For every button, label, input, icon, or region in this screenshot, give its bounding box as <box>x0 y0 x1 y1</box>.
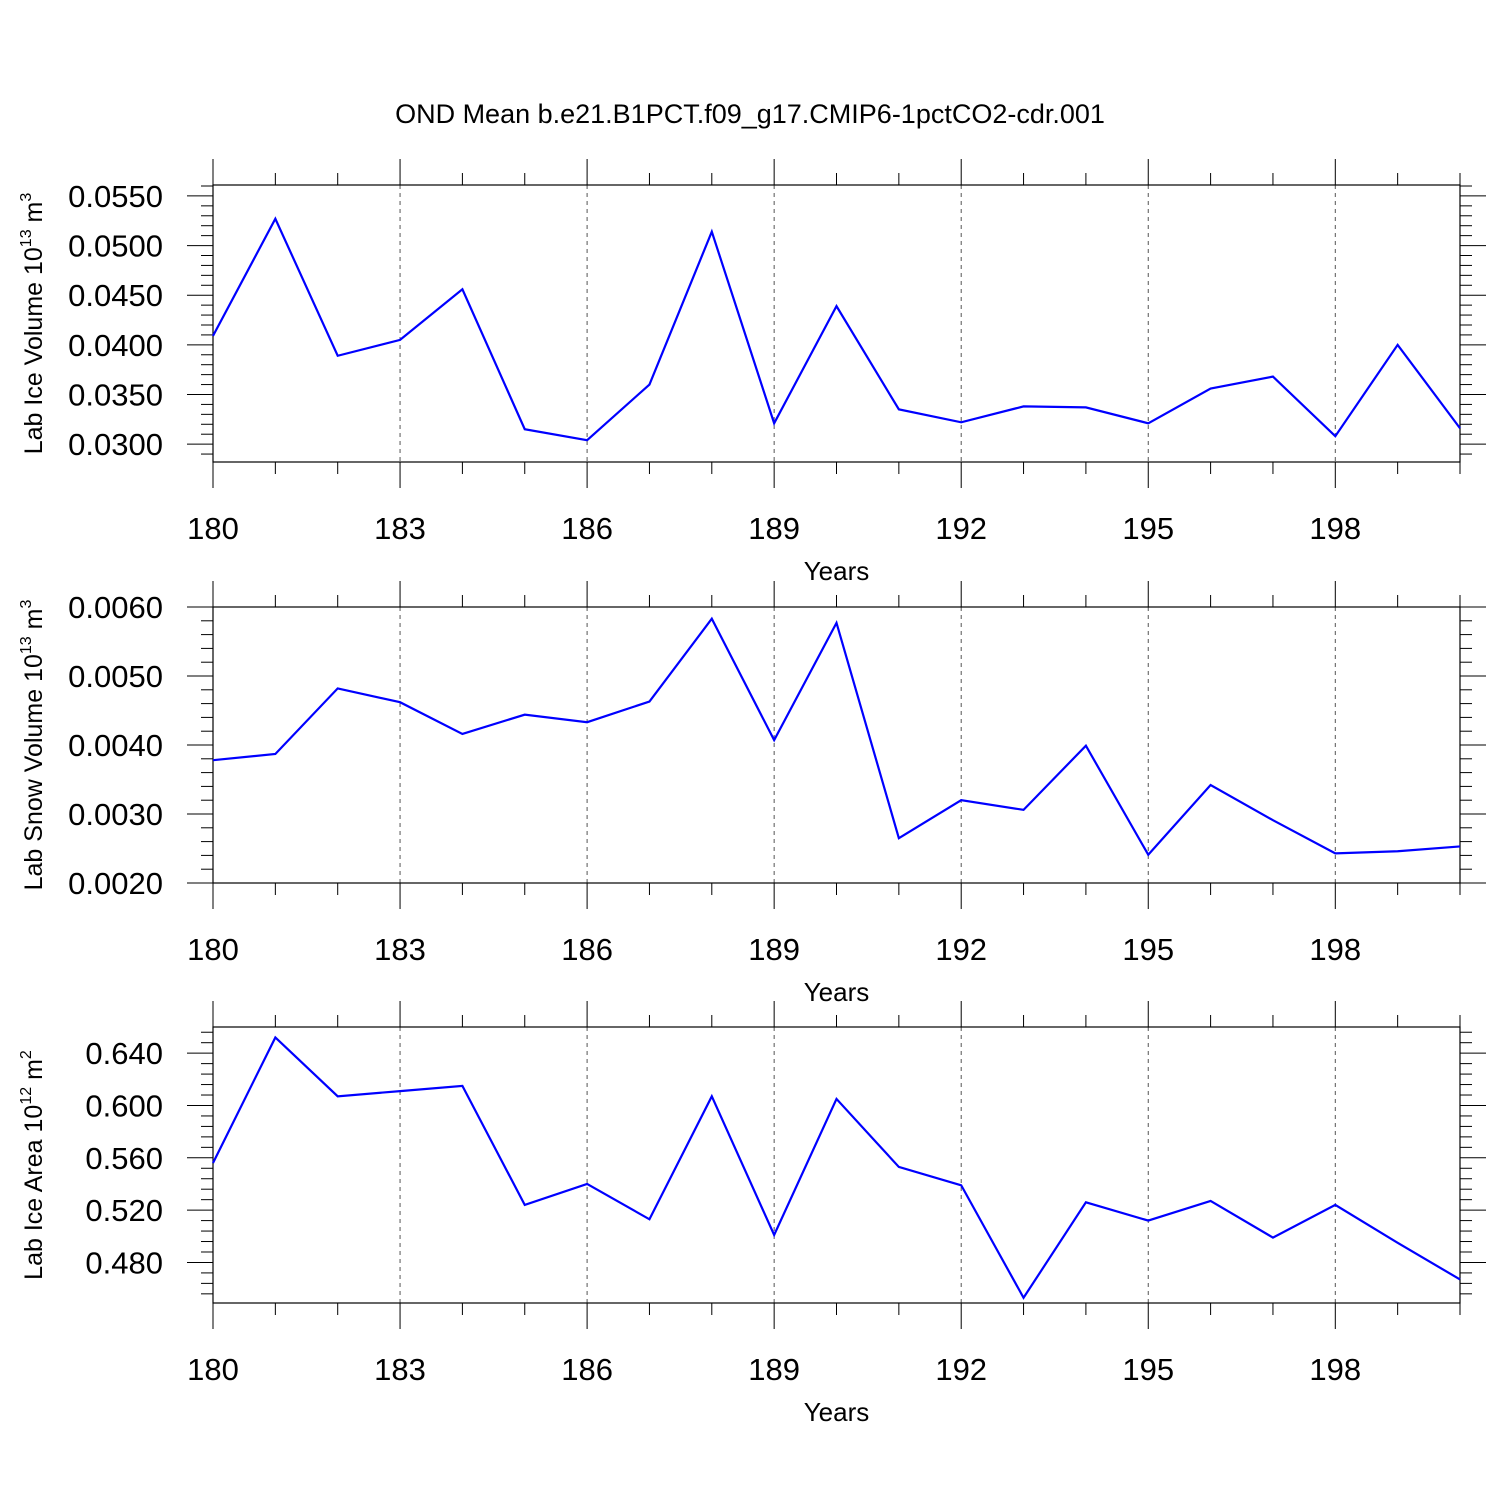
x-tick-label: 192 <box>935 1352 987 1387</box>
y-axis-label-text: Lab Ice Volume 10 <box>20 247 48 454</box>
y-tick-label: 0.0300 <box>68 427 163 462</box>
x-tick-label: 186 <box>561 511 613 546</box>
y-axis-label-exponent: 12 <box>18 1087 35 1105</box>
x-tick-label: 195 <box>1122 1352 1174 1387</box>
x-tick-label: 186 <box>561 932 613 967</box>
x-tick-label: 195 <box>1122 511 1174 546</box>
x-tick-label: 192 <box>935 932 987 967</box>
y-tick-label: 0.0400 <box>68 328 163 363</box>
y-tick-label: 0.0050 <box>68 659 163 694</box>
y-tick-label: 0.0040 <box>68 728 163 763</box>
x-tick-label: 198 <box>1309 1352 1361 1387</box>
y-tick-label: 0.520 <box>85 1193 163 1228</box>
y-tick-label: 0.0550 <box>68 179 163 214</box>
y-axis-label: Lab Ice Area 1012 m2 <box>18 1050 48 1280</box>
y-tick-label: 0.0500 <box>68 229 163 264</box>
y-tick-label: 0.0020 <box>68 866 163 901</box>
x-tick-label: 189 <box>748 1352 800 1387</box>
x-tick-label: 183 <box>374 932 426 967</box>
x-tick-label: 192 <box>935 511 987 546</box>
y-axis-label-unit: m <box>20 1059 48 1087</box>
x-axis-label: Years <box>804 1397 870 1427</box>
x-tick-label: 183 <box>374 1352 426 1387</box>
y-axis-label-unit-exponent: 3 <box>18 193 35 202</box>
y-axis-label-unit: m <box>20 609 48 637</box>
panel-2: 180 183 186 189 192 195 198 0.0020 0.0030 0.0040 0… <box>18 581 1486 1007</box>
figure-title: OND Mean b.e21.B1PCT.f09_g17.CMIP6-1pctC… <box>395 99 1105 129</box>
y-tick-label: 0.0450 <box>68 278 163 313</box>
x-axis-label: Years <box>804 556 870 586</box>
panel-3: 180 183 186 189 192 195 198 0.480 0.520 0.560 0.60… <box>18 1001 1486 1427</box>
y-axis-label-text: Lab Snow Volume 10 <box>20 654 48 890</box>
x-tick-label: 195 <box>1122 932 1174 967</box>
y-tick-label: 0.480 <box>85 1245 163 1280</box>
y-axis-label: Lab Ice Volume 1013 m3 <box>18 193 48 455</box>
y-axis-label-unit-exponent: 2 <box>18 1050 35 1059</box>
x-axis-label: Years <box>804 977 870 1007</box>
y-axis-label-exponent: 13 <box>18 229 35 247</box>
x-tick-label: 189 <box>748 932 800 967</box>
x-tick-label: 198 <box>1309 932 1361 967</box>
y-tick-label: 0.0030 <box>68 797 163 832</box>
y-tick-label: 0.600 <box>85 1088 163 1123</box>
x-tick-label: 189 <box>748 511 800 546</box>
y-axis-label-exponent: 13 <box>18 636 35 654</box>
y-axis-label-unit-exponent: 3 <box>18 600 35 609</box>
y-axis-label-text: Lab Ice Area 10 <box>20 1105 48 1280</box>
x-tick-label: 180 <box>187 1352 239 1387</box>
x-tick-label: 180 <box>187 932 239 967</box>
series-line <box>212 1035 1461 1300</box>
y-axis-label: Lab Snow Volume 1013 m3 <box>18 600 48 891</box>
x-tick-label: 180 <box>187 511 239 546</box>
series-line <box>212 216 1461 442</box>
y-tick-label: 0.0060 <box>68 590 163 625</box>
x-tick-label: 186 <box>561 1352 613 1387</box>
y-tick-label: 0.0350 <box>68 377 163 412</box>
x-tick-label: 198 <box>1309 511 1361 546</box>
y-axis-label-unit: m <box>20 202 48 230</box>
series-line <box>212 616 1461 857</box>
y-tick-label: 0.640 <box>85 1036 163 1071</box>
y-tick-label: 0.560 <box>85 1141 163 1176</box>
panels: 180 183 186 189 192 195 198 0.0300 0.0350 0.0400 0… <box>18 159 1486 1427</box>
x-tick-label: 183 <box>374 511 426 546</box>
panel-1: 180 183 186 189 192 195 198 0.0300 0.0350 0.0400 0… <box>18 159 1486 586</box>
